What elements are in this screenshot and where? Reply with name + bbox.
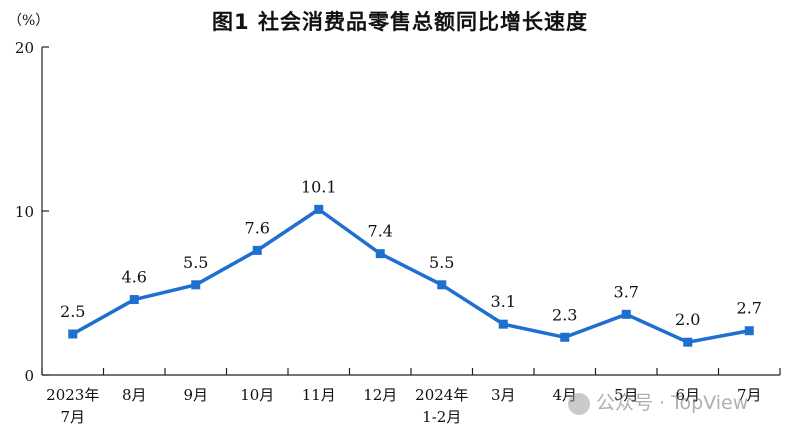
x-tick-label: 5月: [614, 386, 639, 404]
series-line: [71, 207, 750, 344]
data-label: 5.5: [429, 253, 454, 272]
watermark: 公众号 · TopView: [568, 388, 748, 415]
data-label: 7.4: [368, 222, 393, 241]
data-label: 4.6: [122, 268, 147, 287]
watermark-text: 公众号 · TopView: [596, 392, 749, 414]
x-tick-label: 7月: [737, 386, 762, 404]
x-tick-label: 2023年: [46, 386, 99, 404]
x-tick-label: 8月: [122, 386, 147, 404]
data-label: 7.6: [245, 218, 270, 237]
data-label: 3.7: [614, 282, 639, 301]
data-label: 5.5: [183, 253, 208, 272]
data-point-marker: [129, 295, 139, 305]
data-point-marker: [683, 337, 693, 347]
data-point-marker: [191, 280, 201, 290]
data-label: 2.3: [552, 305, 577, 324]
data-label: 2.0: [675, 310, 700, 329]
wechat-icon: [568, 392, 590, 415]
data-point-marker: [560, 332, 570, 342]
y-tick-label: 0: [24, 367, 34, 385]
data-point-marker: [437, 280, 447, 290]
data-point-marker: [744, 326, 754, 336]
data-point-marker: [498, 319, 508, 329]
x-tick-label: 3月: [491, 386, 516, 404]
chart-title: 图1 社会消费品零售总额同比增长速度: [212, 10, 588, 34]
data-label: 2.7: [737, 299, 762, 318]
x-tick-label: 11月: [302, 386, 336, 404]
x-tick-label: 2024年: [415, 386, 468, 404]
data-label: 2.5: [60, 302, 85, 321]
y-tick-label: 10: [15, 203, 34, 221]
data-point-marker: [314, 204, 324, 214]
x-tick-label: 12月: [363, 386, 397, 404]
data-point-marker: [68, 329, 78, 339]
data-point-marker: [375, 249, 385, 259]
x-tick-label: 9月: [183, 386, 208, 404]
y-axis-unit: （%）: [8, 13, 50, 29]
x-tick-label: 10月: [240, 386, 274, 404]
data-point-marker: [621, 309, 631, 319]
x-tick-label: 1-2月: [422, 408, 461, 426]
y-tick-label: 20: [15, 39, 34, 57]
data-point-marker: [252, 245, 262, 255]
x-tick-label: 7月: [60, 408, 85, 426]
data-label: 3.1: [491, 292, 516, 311]
data-label: 10.1: [301, 177, 337, 196]
x-tick-label: 6月: [675, 386, 700, 404]
